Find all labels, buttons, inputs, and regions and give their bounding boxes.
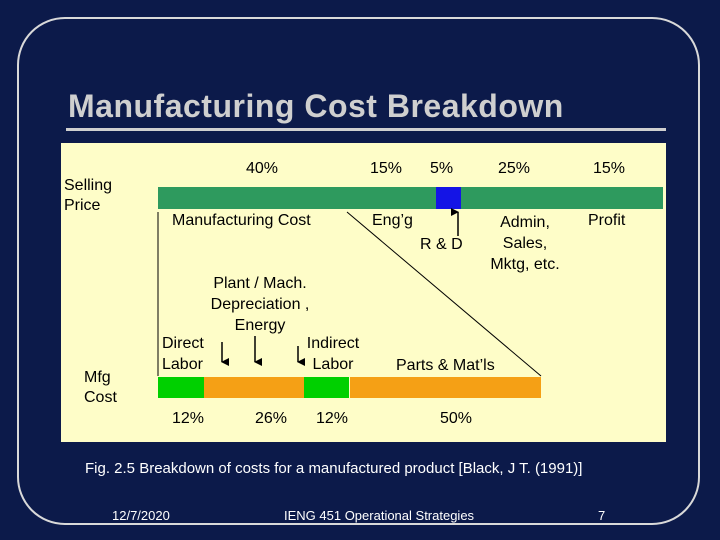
footer-course: IENG 451 Operational Strategies xyxy=(284,508,475,523)
top-bar-segment-2 xyxy=(435,187,461,209)
title-rule xyxy=(66,128,666,131)
pct-plant: 26% xyxy=(255,410,288,427)
label-profit: Profit xyxy=(588,212,626,229)
mfg-cost-label: Mfg Cost xyxy=(84,369,117,406)
label-indirect-labor: Indirect Labor xyxy=(306,335,360,373)
top-bar-segment-0 xyxy=(158,187,360,209)
bottom-bar-segment-0 xyxy=(158,377,204,398)
connector-diagonal xyxy=(346,211,542,377)
selling-price-label: Selling Price xyxy=(64,177,113,214)
top-bar-segment-1 xyxy=(360,187,436,209)
pct-parts: 50% xyxy=(440,410,473,427)
label-manufacturing-cost: Manufacturing Cost xyxy=(172,212,311,229)
bottom-bar-segment-3 xyxy=(349,377,541,398)
pct-engineering: 15% xyxy=(370,160,403,177)
label-direct-labor: Direct Labor xyxy=(162,335,204,373)
label-rd: R & D xyxy=(420,236,463,253)
pct-manufacturing: 40% xyxy=(246,160,279,177)
label-admin: Admin, Sales, Mktg, etc. xyxy=(490,214,560,273)
pct-indirect-labor: 12% xyxy=(316,410,349,427)
top-bar-segment-4 xyxy=(587,187,663,209)
footer-date: 12/7/2020 xyxy=(112,508,170,523)
bottom-bar-segment-2 xyxy=(303,377,350,398)
label-plant-depreciation: Plant / Mach. Depreciation , Energy xyxy=(210,275,310,334)
pct-profit: 15% xyxy=(593,160,626,177)
bottom-bar-segment-1 xyxy=(203,377,304,398)
pct-direct-labor: 12% xyxy=(172,410,205,427)
slide-frame xyxy=(17,17,700,525)
label-parts-materials: Parts & Mat’ls xyxy=(396,357,495,374)
pct-rd: 5% xyxy=(430,160,454,177)
footer-page-number: 7 xyxy=(598,508,606,523)
slide-title: Manufacturing Cost Breakdown xyxy=(68,88,564,124)
top-bar-segment-3 xyxy=(461,187,588,209)
label-engineering: Eng’g xyxy=(372,212,413,229)
pct-admin: 25% xyxy=(498,160,531,177)
figure-caption: Fig. 2.5 Breakdown of costs for a manufa… xyxy=(85,460,583,477)
